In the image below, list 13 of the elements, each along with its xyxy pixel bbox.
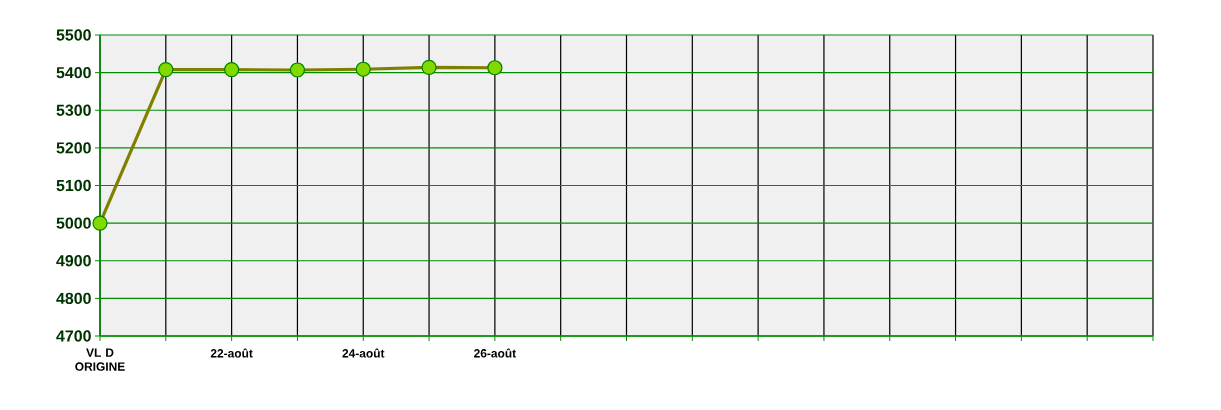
x-tick-label: 26-août xyxy=(474,348,516,358)
x-tick-label: 22-août xyxy=(210,348,253,358)
x-tick-label: VL D ORIGINE xyxy=(75,348,125,371)
y-tick-label: 5000 xyxy=(56,217,91,229)
y-tick-label: 5200 xyxy=(56,142,91,154)
x-tick-label: 24-août xyxy=(342,348,385,358)
y-tick-label: 5500 xyxy=(56,29,91,41)
y-tick-label: 4700 xyxy=(56,330,91,342)
y-tick-label: 5100 xyxy=(56,179,91,192)
y-tick-label: 4800 xyxy=(56,292,91,305)
y-tick-label: 5300 xyxy=(56,104,91,116)
y-tick-label: 5400 xyxy=(56,66,91,79)
y-tick-label: 4900 xyxy=(56,255,91,267)
